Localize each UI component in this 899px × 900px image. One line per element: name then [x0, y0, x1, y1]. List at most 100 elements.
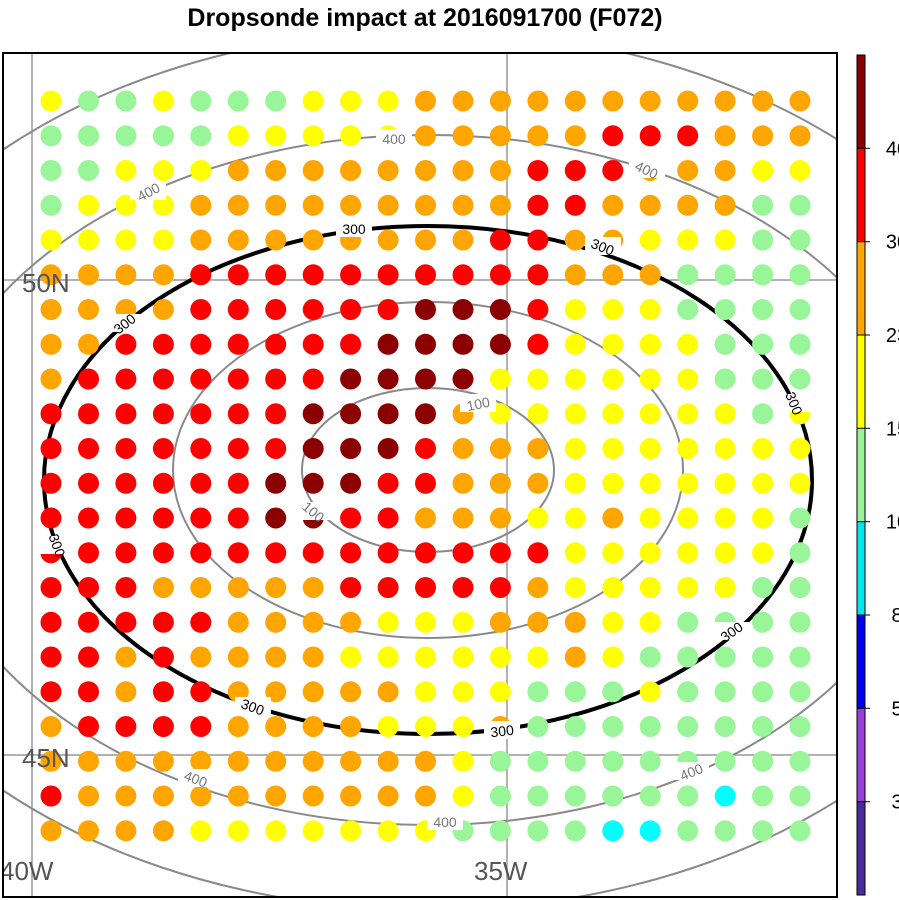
dropsonde-point-15-23 [564, 542, 586, 564]
dropsonde-point-23-30 [602, 90, 624, 112]
dropsonde-point-10-15 [789, 611, 811, 633]
dropsonde-point-15-23 [639, 299, 661, 320]
dropsonde-point-23-30 [564, 646, 586, 668]
dropsonde-point-30-40 [340, 264, 362, 286]
dropsonde-point-23-30 [639, 264, 661, 286]
map-area: 400 400 400 400 400 400 300 300 300 300 … [3, 53, 837, 897]
dropsonde-point-23-30 [265, 229, 287, 251]
dropsonde-point-23-30 [227, 716, 249, 737]
label-300-f: 300 [713, 618, 749, 645]
dropsonde-point-10-15 [789, 542, 811, 564]
dropsonde-point-23-30 [265, 194, 287, 216]
dropsonde-point-23-30 [265, 785, 287, 807]
dropsonde-point-23-30 [415, 160, 436, 181]
dropsonde-point-15-23 [677, 333, 699, 355]
dropsonde-point-10-15 [752, 611, 774, 633]
dropsonde-point-10-15 [789, 750, 811, 772]
dropsonde-point-15-23 [564, 368, 586, 390]
dropsonde-point-15-23 [789, 438, 811, 459]
dropsonde-point-30-40 [115, 611, 137, 633]
dropsonde-point-15-23 [377, 820, 399, 842]
dropsonde-point-30-40 [190, 716, 212, 737]
dropsonde-point-15-23 [115, 194, 137, 216]
dropsonde-point-10-15 [639, 646, 661, 668]
dropsonde-point-23-30 [564, 125, 586, 147]
dropsonde-point-10-15 [677, 264, 699, 286]
colorbar-label: 30 [886, 232, 899, 254]
dropsonde-point-23-30 [527, 611, 549, 633]
dropsonde-point-15-23 [639, 542, 661, 564]
dropsonde-point-15-23 [340, 90, 362, 112]
dropsonde-point-30-40 [452, 577, 474, 598]
dropsonde-point-30-40 [78, 646, 99, 668]
dropsonde-point-15-23 [752, 507, 774, 529]
colorbar-label: 15 [886, 418, 899, 440]
dropsonde-point-15-23 [40, 229, 62, 251]
dropsonde-point-23-30 [190, 229, 212, 251]
dropsonde-point-23-30 [152, 264, 174, 286]
lon-label-35w: 35W [474, 856, 528, 886]
dropsonde-point-23-30 [452, 438, 474, 459]
dropsonde-point-30-40 [78, 611, 99, 633]
dropsonde-point-10-15 [789, 646, 811, 668]
dropsonde-point-30-40 [40, 577, 62, 598]
dropsonde-point-10-15 [677, 299, 699, 320]
dropsonde-point-30-40 [377, 264, 399, 286]
dropsonde-point-30-40 [377, 507, 399, 529]
dropsonde-point-30-40 [677, 125, 699, 147]
dropsonde-point-10-15 [714, 264, 736, 286]
dropsonde-point-10-15 [564, 820, 586, 842]
dropsonde-point-23-30 [265, 716, 287, 737]
dropsonde-point-over-40 [265, 507, 287, 529]
dropsonde-point-10-15 [677, 785, 699, 807]
dropsonde-point-23-30 [227, 646, 249, 668]
dropsonde-point-over-40 [415, 368, 436, 390]
colorbar-swatch [857, 521, 865, 616]
dropsonde-point-15-23 [677, 403, 699, 425]
dropsonde-point-30-40 [340, 542, 362, 564]
dropsonde-point-30-40 [190, 472, 212, 494]
dropsonde-point-15-23 [115, 229, 137, 251]
dropsonde-point-15-23 [452, 611, 474, 633]
dropsonde-point-15-23 [227, 125, 249, 147]
dropsonde-point-30-40 [564, 160, 586, 181]
dropsonde-point-15-23 [415, 611, 436, 633]
dropsonde-point-10-15 [564, 716, 586, 737]
dropsonde-point-30-40 [152, 716, 174, 737]
dropsonde-point-23-30 [489, 438, 511, 459]
dropsonde-point-30-40 [152, 403, 174, 425]
dropsonde-point-10-15 [752, 403, 774, 425]
dropsonde-point-23-30 [789, 125, 811, 147]
dropsonde-point-15-23 [639, 507, 661, 529]
dropsonde-point-23-30 [602, 507, 624, 529]
dropsonde-point-23-30 [564, 611, 586, 633]
dropsonde-point-23-30 [452, 194, 474, 216]
dropsonde-point-15-23 [415, 716, 436, 737]
dropsonde-point-10-15 [789, 299, 811, 320]
dropsonde-point-23-30 [115, 681, 137, 703]
contour-label-300: 300 [490, 722, 515, 740]
dropsonde-point-30-40 [377, 542, 399, 564]
lat-label-45n: 45N [22, 743, 70, 773]
dropsonde-point-8-10 [714, 785, 736, 807]
dropsonde-point-15-23 [527, 646, 549, 668]
dropsonde-point-15-23 [714, 229, 736, 251]
dropsonde-point-15-23 [677, 438, 699, 459]
dropsonde-point-15-23 [527, 368, 549, 390]
dropsonde-point-23-30 [265, 611, 287, 633]
dropsonde-point-15-23 [714, 438, 736, 459]
dropsonde-point-30-40 [40, 438, 62, 459]
dropsonde-point-23-30 [190, 577, 212, 598]
dropsonde-point-30-40 [190, 438, 212, 459]
dropsonde-point-10-15 [789, 194, 811, 216]
dropsonde-point-10-15 [677, 820, 699, 842]
dropsonde-point-23-30 [78, 785, 99, 807]
dropsonde-point-10-15 [714, 820, 736, 842]
dropsonde-point-23-30 [527, 90, 549, 112]
dropsonde-point-23-30 [302, 611, 324, 633]
dropsonde-point-30-40 [78, 472, 99, 494]
colorbar-swatch [857, 55, 865, 149]
dropsonde-point-15-23 [677, 472, 699, 494]
dropsonde-point-23-30 [115, 820, 137, 842]
dropsonde-point-23-30 [452, 160, 474, 181]
